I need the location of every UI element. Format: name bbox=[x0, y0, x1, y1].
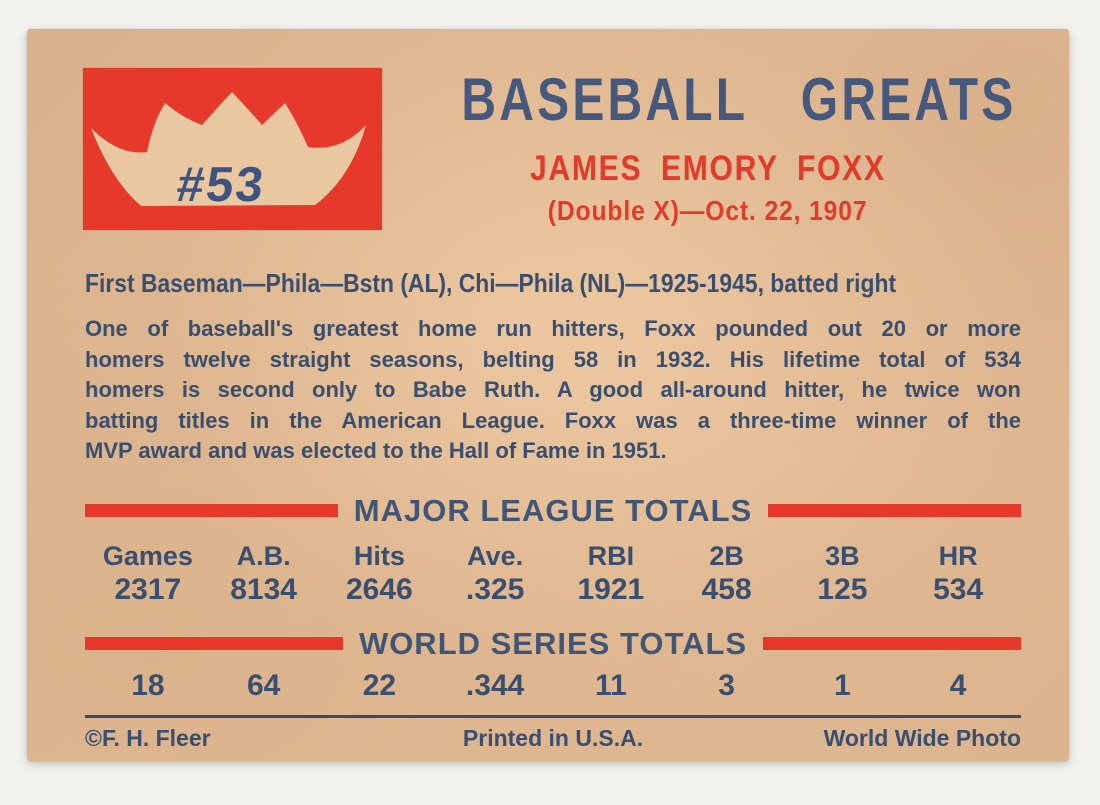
stat-header: Games bbox=[102, 540, 193, 571]
bio-line: homers is second only to Babe Ruth. A go… bbox=[85, 377, 1021, 402]
red-bar-left bbox=[85, 504, 338, 517]
stat-value: 534 bbox=[933, 572, 984, 606]
bio-line: homers twelve straight seasons, belting … bbox=[85, 346, 1021, 372]
stat-value: 125 bbox=[817, 572, 868, 606]
stat-value: .325 bbox=[465, 572, 525, 606]
stat-header: 2B bbox=[709, 540, 744, 571]
major-league-values-row: 2317 8134 2646 .325 1921 458 125 534 bbox=[90, 572, 1016, 606]
bio-line: batting titles in the American League. F… bbox=[85, 407, 1021, 433]
stat-header: 3B bbox=[825, 540, 860, 571]
world-series-values-row: 18 64 22 .344 11 3 1 4 bbox=[90, 668, 1016, 702]
red-bar-right bbox=[763, 637, 1022, 650]
photo-credit-text: World Wide Photo bbox=[823, 724, 1021, 751]
stat-value: 8134 bbox=[230, 572, 297, 606]
stat-value: .344 bbox=[465, 668, 525, 702]
stat-value: 4 bbox=[949, 668, 967, 702]
copyright-text: ©F. H. Fleer bbox=[85, 724, 211, 751]
stat-value: 458 bbox=[701, 572, 752, 606]
card-title: BASEBALL GREATS bbox=[461, 66, 1017, 133]
stat-value: 64 bbox=[246, 668, 281, 702]
stat-column-headers: Games A.B. Hits Ave. RBI 2B 3B HR bbox=[90, 541, 1016, 571]
red-bar-left bbox=[85, 637, 343, 650]
world-series-totals-header: WORLD SERIES TOTALS bbox=[85, 625, 1022, 662]
stat-value: 1921 bbox=[577, 572, 645, 606]
bio-line: One of baseball's greatest home run hitt… bbox=[85, 316, 1021, 341]
world-series-totals-title: WORLD SERIES TOTALS bbox=[358, 625, 748, 661]
card-number: #53 bbox=[173, 157, 268, 212]
position-line: First Baseman—Phila—Bstn (AL), Chi—Phila… bbox=[85, 268, 897, 298]
card-header: BASEBALL GREATS JAMES EMORY FOXX (Double… bbox=[392, 69, 1024, 226]
stat-header: A.B. bbox=[236, 540, 291, 571]
stat-header: HR bbox=[938, 540, 978, 571]
stat-value: 11 bbox=[595, 668, 627, 702]
stat-value: 2317 bbox=[114, 572, 182, 606]
stat-value: 3 bbox=[718, 668, 735, 702]
stat-value: 2646 bbox=[346, 572, 413, 606]
fleer-crown-logo: #53 bbox=[83, 68, 382, 230]
bio-text: One of baseball's greatest home run hitt… bbox=[85, 314, 1021, 467]
nickname-birthdate: (Double X)—Oct. 22, 1907 bbox=[548, 195, 868, 226]
stat-header: RBI bbox=[587, 540, 635, 571]
player-name: JAMES EMORY FOXX bbox=[530, 149, 886, 188]
major-league-totals-header: MAJOR LEAGUE TOTALS bbox=[85, 492, 1022, 529]
bio-line: MVP award and was elected to the Hall of… bbox=[85, 438, 667, 463]
stat-header: Hits bbox=[353, 540, 405, 571]
stat-value: 18 bbox=[131, 668, 165, 702]
crown-icon bbox=[91, 92, 366, 206]
divider-line bbox=[85, 714, 1021, 718]
major-league-totals-title: MAJOR LEAGUE TOTALS bbox=[353, 492, 753, 528]
baseball-card-back: #53 BASEBALL GREATS JAMES EMORY FOXX (Do… bbox=[27, 29, 1069, 761]
printed-in-usa-text: Printed in U.S.A. bbox=[462, 724, 644, 751]
stat-header: Ave. bbox=[467, 540, 524, 571]
stat-value: 1 bbox=[834, 668, 851, 702]
red-bar-right bbox=[768, 504, 1022, 517]
stat-value: 22 bbox=[362, 668, 397, 702]
card-footer: ©F. H. Fleer Printed in U.S.A. World Wid… bbox=[85, 725, 1021, 752]
